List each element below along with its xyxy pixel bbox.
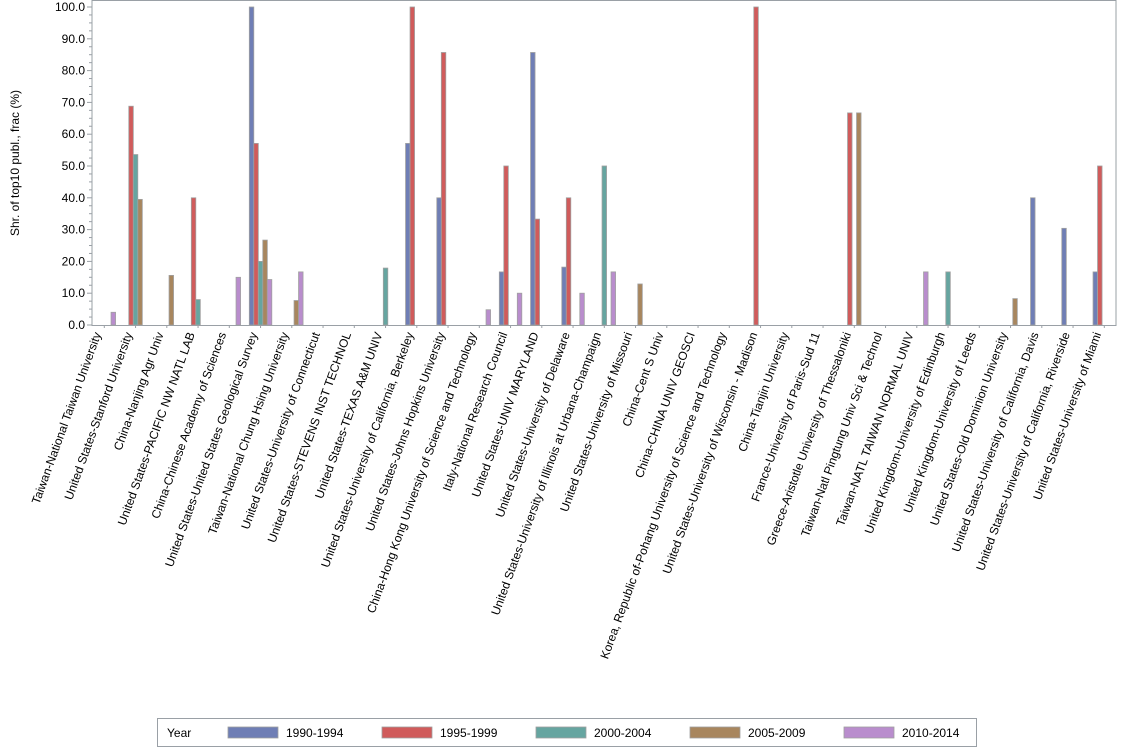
legend-label: 2000-2004 [594, 726, 652, 740]
bar [405, 143, 411, 326]
bar [498, 271, 505, 326]
bar [110, 311, 116, 326]
y-tick-label: 20.0 [62, 254, 86, 268]
bar [262, 239, 268, 326]
bar [565, 197, 572, 326]
bar [436, 197, 442, 326]
bar [168, 274, 174, 326]
legend-label: 2010-2014 [902, 726, 960, 740]
bar [1061, 227, 1067, 326]
bar [579, 292, 585, 326]
legend-swatch [843, 726, 895, 739]
bar [923, 271, 929, 326]
x-tick-labels: Taiwan-National Taiwan UniversityUnited … [29, 330, 1104, 661]
bar [561, 266, 567, 326]
bar [1030, 197, 1036, 326]
bar [132, 154, 139, 326]
legend-label: 1995-1999 [440, 726, 498, 740]
y-tick-label: 90.0 [62, 32, 86, 46]
legend-label: 1990-1994 [286, 726, 344, 740]
bars [103, 6, 1105, 328]
legend-label: 2005-2009 [748, 726, 806, 740]
bar [248, 6, 255, 326]
bar [503, 165, 509, 326]
bar [298, 271, 304, 326]
bar [601, 165, 607, 326]
bar [847, 112, 853, 326]
bar [534, 218, 540, 326]
bar [266, 279, 273, 326]
legend-title: Year [167, 726, 191, 740]
legend-swatch [689, 726, 741, 739]
bar [195, 299, 201, 326]
bar [235, 276, 241, 326]
bar [856, 112, 862, 326]
bar [485, 309, 491, 326]
bar [753, 6, 759, 326]
bar [530, 52, 536, 326]
legend-swatch [381, 726, 433, 739]
bar [610, 271, 616, 326]
bar [1092, 271, 1098, 326]
y-tick-label: 60.0 [62, 127, 86, 141]
bar [253, 143, 259, 326]
bar [293, 300, 299, 326]
bar [637, 283, 643, 326]
bar [128, 105, 134, 326]
y-tick-label: 100.0 [55, 0, 85, 14]
y-tick-label: 70.0 [62, 95, 86, 109]
bar [1097, 165, 1103, 326]
legend-swatch [227, 726, 279, 739]
legend: Year 1990-1994 1995-1999 2000-2004 2005-200… [157, 718, 977, 747]
y-tick-label: 50.0 [62, 159, 86, 173]
y-tick-label: 10.0 [62, 286, 86, 300]
legend-swatch [535, 726, 587, 739]
bar [945, 271, 951, 326]
y-axis: 0.0 10.0 20.0 30.0 40.0 50.0 60.0 70.0 80.0 90.0 1… [55, 0, 92, 332]
bar [382, 267, 389, 326]
bar [190, 197, 197, 326]
y-axis-label: Shr. of top10 publ., frac (%) [8, 90, 22, 236]
y-tick-label: 40.0 [62, 191, 86, 205]
bar [1012, 298, 1018, 326]
bar [409, 6, 415, 326]
bar [137, 198, 143, 326]
y-tick-label: 80.0 [62, 64, 86, 78]
y-tick-label: 30.0 [62, 223, 86, 237]
y-tick-label: 0.0 [68, 318, 85, 332]
bar [440, 52, 447, 326]
bar [257, 260, 264, 326]
bar [516, 292, 523, 326]
